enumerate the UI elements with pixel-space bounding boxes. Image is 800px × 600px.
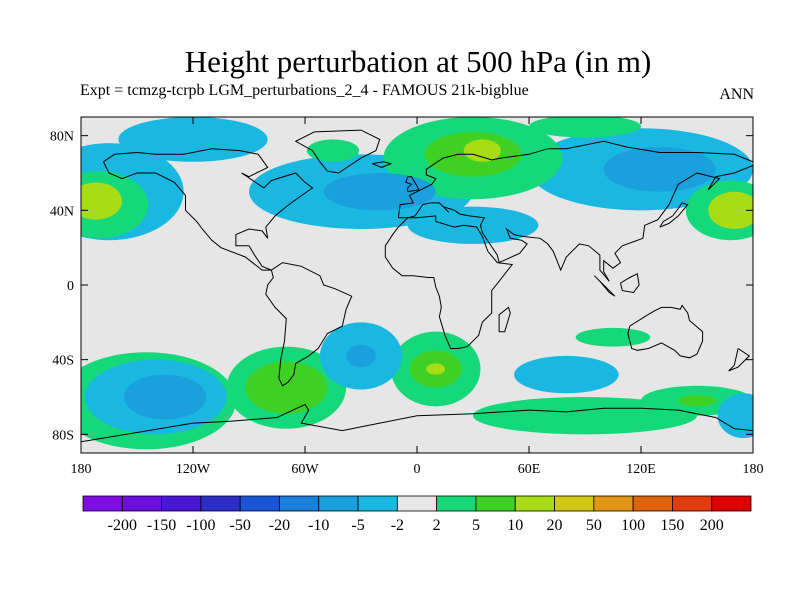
coastline-iceland: [372, 161, 393, 168]
colorbar-box: [436, 495, 477, 512]
y-tick-label: 80S: [52, 428, 74, 443]
anomaly-indian-ocean-negative: [514, 355, 619, 394]
colorbar-label: -50: [230, 517, 251, 534]
x-tick-label: 180: [743, 462, 764, 477]
colorbar-box: [161, 495, 202, 512]
x-tick-label: 60W: [291, 462, 319, 477]
colorbar-label: 100: [621, 517, 645, 534]
coastline-australia: [627, 304, 704, 359]
chart-title: Height perturbation at 500 hPa (in m): [184, 44, 652, 79]
colorbar-box: [711, 495, 752, 512]
colorbar-label: -5: [351, 517, 364, 534]
anomaly-south-america-positive-inner: [245, 361, 328, 414]
colorbar-label: 200: [700, 517, 724, 534]
x-tick-label: 120E: [626, 462, 656, 477]
y-tick-label: 40N: [50, 204, 74, 219]
colorbar-label: 50: [586, 517, 602, 534]
coastline-north-america: [102, 148, 314, 271]
anomaly-south-pacific-negative-inner: [123, 374, 207, 420]
colorbar-box: [554, 495, 595, 512]
anomaly-europe-positive-core: [463, 139, 502, 162]
coastline-africa: [384, 215, 514, 349]
coastline-indonesia-sumatra: [593, 275, 616, 297]
y-tick-label: 80N: [50, 130, 74, 145]
colorbar-box: [632, 495, 673, 512]
colorbar: -200 -150 -100 -50 -20 -10 -5 -2 2 5 10 20 50 100 150 2…: [82, 495, 752, 534]
colorbar-box: [396, 495, 438, 512]
x-tick-label: 0: [414, 462, 421, 477]
coastline-madagascar: [498, 306, 511, 333]
anomaly-mediterranean-negative: [407, 206, 539, 244]
anomaly-south-africa-positive-core: [426, 363, 445, 375]
anomaly-siberia-negative-inner: [603, 146, 716, 192]
coastline-japan: [659, 202, 689, 228]
coastline-uk: [405, 176, 420, 193]
colorbar-label: -150: [147, 517, 176, 534]
coastline-new-zealand: [728, 348, 751, 372]
height-field: [81, 117, 753, 453]
colorbar-label: 20: [547, 517, 563, 534]
y-tick-label: 40S: [52, 354, 74, 369]
colorbar-label: -10: [308, 517, 329, 534]
x-tick-label: 60E: [518, 462, 541, 477]
x-tick-label: 120W: [176, 462, 211, 477]
colorbar-box: [318, 495, 359, 512]
colorbar-box: [672, 495, 713, 512]
colorbar-label: 5: [472, 517, 480, 534]
chart-subtitle: Expt = tcmzg-tcrpb LGM_perturbations_2_4…: [80, 82, 529, 99]
colorbar-label: -100: [186, 517, 215, 534]
colorbar-box: [514, 495, 555, 512]
anomaly-north-atlantic-negative-inner: [323, 173, 436, 211]
anomaly-north-pacific-positive: [81, 182, 123, 220]
colorbar-box: [475, 495, 516, 512]
anomaly-greenland-positive: [306, 139, 360, 162]
colorbar-box: [593, 495, 634, 512]
colorbar-box: [239, 495, 280, 512]
coastline-antarctica: [81, 403, 753, 443]
colorbar-label: -20: [269, 517, 290, 534]
anomaly-pacific-east-positive: [708, 191, 753, 229]
anomaly-indian-ocean-positive: [575, 327, 651, 347]
colorbar-label: 2: [433, 517, 441, 534]
anomaly-arctic-positive: [529, 117, 641, 138]
coastline-south-america: [265, 262, 353, 387]
coastline-indonesia-borneo: [620, 273, 640, 294]
coastline-greenland: [294, 129, 381, 174]
colorbar-label: -2: [391, 517, 404, 534]
anomaly-southern-ocean-positive: [473, 397, 697, 435]
axis-ticks: 180 120W 60W 0 60E 120E 180 80N 40N 0 40S 80S: [50, 117, 764, 477]
colorbar-label: -200: [108, 517, 137, 534]
anomaly-south-atlantic-negative-inner: [346, 344, 376, 368]
coastlines: [81, 129, 753, 443]
colorbar-box: [121, 495, 162, 512]
y-tick-label: 0: [67, 279, 74, 294]
colorbar-box: [357, 495, 398, 512]
colorbar-box: [200, 495, 241, 512]
coastline-eurasia: [397, 140, 753, 282]
season-label: ANN: [719, 86, 754, 103]
anomaly-south-pacific-negative-east: [717, 393, 753, 439]
colorbar-label: 150: [660, 517, 684, 534]
colorbar-box: [82, 495, 123, 512]
anomaly-southern-ocean-positive-inner: [678, 395, 716, 407]
anomaly-arctic-negative: [118, 117, 268, 162]
colorbar-label: 10: [507, 517, 523, 534]
x-tick-label: 180: [71, 462, 92, 477]
colorbar-box: [279, 495, 320, 512]
